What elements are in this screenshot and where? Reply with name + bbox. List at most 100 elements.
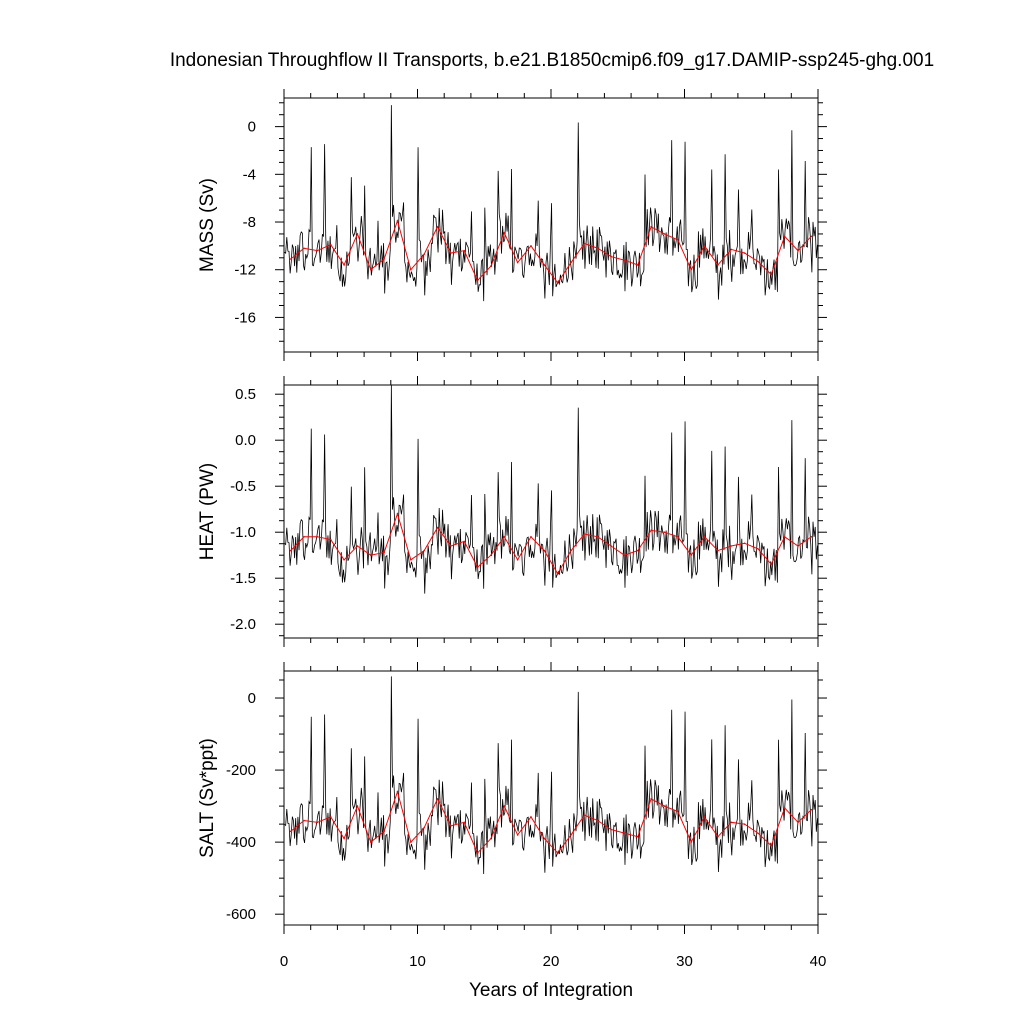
- annual-mean-point: [556, 852, 559, 854]
- x-tick-label: 10: [409, 953, 426, 970]
- annual-mean-point: [503, 536, 506, 538]
- annual-mean-point: [717, 264, 719, 266]
- y-tick-label: 0: [248, 690, 256, 707]
- annual-mean-point: [490, 265, 492, 267]
- annual-mean-point: [570, 549, 572, 552]
- monthly-series-line: [284, 384, 818, 594]
- annual-mean-point: [503, 805, 506, 807]
- y-tick-label: -0.5: [230, 478, 256, 495]
- annual-mean-point: [396, 790, 399, 793]
- annual-mean-point: [703, 536, 706, 538]
- annual-mean-point: [770, 273, 773, 276]
- y-tick-label: -8: [243, 214, 256, 231]
- annual-mean-point: [703, 816, 706, 818]
- annual-mean-point: [383, 258, 385, 260]
- annual-mean-point: [743, 823, 746, 825]
- annual-mean-point: [476, 852, 479, 854]
- annual-mean-point: [503, 231, 506, 234]
- annual-mean-point: [476, 279, 479, 282]
- annual-mean-point: [396, 220, 399, 222]
- annual-mean-point: [329, 816, 332, 818]
- annual-mean-point: [490, 837, 492, 840]
- annual-mean-point: [610, 255, 612, 258]
- annual-mean-point: [329, 243, 332, 246]
- annual-mean-point: [730, 545, 733, 547]
- annual-mean-point: [543, 264, 546, 266]
- x-tick-label: 40: [810, 953, 827, 970]
- annual-mean-point: [450, 825, 452, 827]
- y-tick-label: -600: [226, 906, 256, 923]
- annual-mean-point: [410, 841, 412, 843]
- annual-mean-point: [583, 814, 586, 816]
- annual-mean-point: [583, 533, 586, 535]
- y-tick-label: 0: [248, 119, 256, 136]
- annual-mean-point: [757, 832, 759, 834]
- annual-mean-point: [810, 235, 813, 238]
- panels-group: 0 -4 -8 -12 -16 MASS (Sv) 0.5 0.0 -0.5 -1.0 -1.5 -2…: [197, 89, 827, 970]
- annual-mean-point: [596, 819, 599, 822]
- annual-mean-point: [770, 563, 773, 566]
- y-tick-label: -2.0: [230, 616, 256, 633]
- annual-mean-point: [783, 235, 786, 238]
- annual-mean-point: [797, 545, 799, 547]
- annual-mean-point: [570, 261, 572, 264]
- y-tick-label: 0.0: [235, 432, 256, 449]
- monthly-series-line: [284, 105, 818, 302]
- annual-mean-point: [650, 225, 652, 228]
- annual-mean-point: [356, 805, 359, 807]
- monthly-series-line: [284, 676, 818, 874]
- annual-mean-point: [610, 828, 612, 831]
- annual-mean-point: [423, 549, 425, 552]
- annual-mean-point: [516, 261, 519, 264]
- y-tick-label: -1.0: [230, 524, 256, 541]
- annual-mean-point: [303, 819, 305, 822]
- panel-3: 0 -200 -400 -600 SALT (Sv*ppt): [197, 662, 827, 934]
- annual-mean-point: [610, 545, 612, 547]
- annual-mean-point: [690, 841, 692, 843]
- chart-title: Indonesian Throughflow II Transports, b.…: [170, 50, 934, 71]
- y-tick-label: -16: [234, 309, 256, 326]
- annual-mean-point: [797, 821, 799, 824]
- annual-mean-point: [743, 542, 746, 545]
- annual-mean-point: [677, 810, 679, 813]
- annual-mean-point: [490, 554, 492, 556]
- annual-mean-point: [343, 264, 345, 266]
- annual-mean-point: [530, 816, 532, 818]
- annual-mean-point: [556, 572, 559, 575]
- annual-mean-point: [730, 821, 733, 824]
- x-tick-label: 20: [543, 953, 560, 970]
- x-tick-label: 30: [676, 953, 693, 970]
- annual-mean-point: [450, 252, 452, 254]
- annual-mean-point: [463, 249, 466, 252]
- annual-mean-point: [770, 844, 773, 847]
- annual-mean-point: [690, 268, 692, 271]
- annual-mean-point: [410, 559, 412, 561]
- annual-mean-point: [476, 566, 479, 568]
- panel-1: 0 -4 -8 -12 -16 MASS (Sv): [197, 89, 827, 361]
- annual-mean-point: [316, 821, 319, 824]
- annual-mean-line: [290, 219, 812, 284]
- annual-mean-point: [543, 549, 546, 552]
- annual-mean-point: [596, 536, 599, 538]
- annual-mean-point: [530, 536, 532, 538]
- annual-mean-point: [396, 513, 399, 515]
- annual-mean-point: [623, 259, 626, 261]
- annual-mean-point: [623, 554, 626, 556]
- annual-mean-point: [303, 536, 305, 538]
- annual-mean-point: [356, 233, 359, 235]
- annual-mean-line: [290, 512, 812, 575]
- annual-mean-point: [383, 830, 385, 833]
- annual-mean-point: [717, 549, 719, 552]
- annual-mean-point: [677, 536, 679, 538]
- annual-mean-point: [690, 554, 692, 556]
- x-tick-label: 0: [280, 953, 288, 970]
- x-axis-label: Years of Integration: [469, 980, 633, 1001]
- annual-mean-point: [677, 239, 679, 241]
- panel-2: 0.5 0.0 -0.5 -1.0 -1.5 -2.0 HEAT (PW): [197, 376, 827, 647]
- annual-mean-point: [663, 805, 666, 807]
- annual-mean-point: [356, 545, 359, 547]
- annual-mean-point: [596, 247, 599, 250]
- annual-mean-point: [369, 268, 372, 271]
- annual-mean-point: [329, 538, 332, 541]
- annual-mean-point: [463, 540, 466, 543]
